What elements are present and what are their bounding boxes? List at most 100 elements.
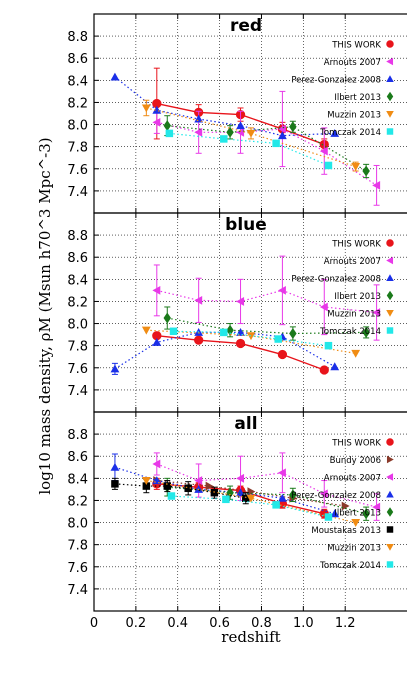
legend-label: THIS WORK — [331, 41, 381, 51]
y-tick-label: 8.8 — [67, 428, 88, 443]
data-point — [194, 476, 203, 485]
y-axis-label: log10 mass density, ρM (Msun h70^3 Mpc^-… — [36, 137, 54, 494]
data-point — [330, 129, 340, 137]
data-point — [110, 364, 120, 373]
data-point — [152, 337, 162, 346]
series-line — [156, 463, 377, 508]
data-point — [289, 489, 297, 501]
data-point — [372, 308, 381, 317]
x-tick-label: 0.4 — [167, 616, 188, 631]
legend-marker — [386, 239, 394, 247]
series-this-work — [152, 331, 329, 375]
series-ilbert-2013 — [163, 306, 370, 341]
legend: THIS WORK Bundy 2006 Arnouts 2007 Perez-Gon… — [291, 438, 394, 571]
y-tick-label: 8.8 — [67, 229, 88, 244]
data-point — [278, 493, 287, 502]
y-tick-label: 7.6 — [67, 163, 88, 178]
legend-label: Perez-Gonzalez 2008 — [291, 76, 381, 86]
data-point — [194, 127, 203, 137]
y-tick-label: 7.6 — [67, 561, 88, 576]
legend-label: Ilbert 2013 — [334, 292, 381, 302]
series-line — [114, 331, 336, 370]
data-point — [351, 349, 361, 358]
data-point — [319, 365, 329, 375]
data-point — [319, 146, 328, 156]
legend-label: THIS WORK — [331, 439, 381, 449]
data-point — [319, 489, 328, 499]
legend-marker — [386, 75, 394, 83]
legend-marker — [386, 473, 394, 481]
series-arnouts-2007 — [152, 255, 381, 341]
y-tick-label: 8.6 — [67, 52, 88, 67]
series-ilbert-2013 — [163, 115, 370, 179]
data-point — [152, 105, 162, 114]
data-point — [163, 120, 172, 132]
legend-label: Muzzin 2013 — [327, 111, 381, 121]
data-point — [351, 163, 361, 171]
data-point — [152, 117, 161, 127]
legend-marker — [386, 526, 394, 533]
data-point — [242, 494, 250, 502]
data-point — [278, 131, 287, 140]
x-tick-label: 1.2 — [335, 616, 356, 631]
legend-label: Tomczak 2014 — [319, 561, 381, 571]
x-tick-label: 0.8 — [251, 616, 272, 631]
data-point — [226, 487, 234, 499]
legend-label: Arnouts 2007 — [324, 474, 381, 484]
legend-label: Arnouts 2007 — [324, 257, 381, 267]
legend-label: Tomczak 2014 — [319, 327, 381, 337]
y-tick-label: 8.0 — [67, 318, 88, 333]
legend-marker — [386, 490, 394, 498]
data-point — [372, 180, 381, 190]
data-point — [236, 297, 245, 306]
panel-all: 7.4 7.6 7.8 8.0 8.2 8.4 8.6 8.8 all THIS WORK Bund… — [67, 411, 407, 612]
y-tick-label: 8.6 — [67, 450, 88, 465]
data-point — [226, 324, 234, 336]
legend-label: Perez-Gonzalez 2008 — [291, 491, 381, 501]
series-muzzin-2013 — [141, 326, 361, 358]
panel-red: 7.4 7.6 7.8 8.0 8.2 8.4 8.6 8.8 red THIS WORK Arno… — [67, 13, 407, 214]
data-point — [194, 335, 204, 345]
x-tick-label: 0 — [90, 616, 98, 631]
legend-marker — [386, 110, 394, 118]
data-point — [247, 487, 256, 496]
legend-label: Ilbert 2013 — [334, 93, 381, 103]
data-point — [272, 501, 280, 509]
legend-marker — [386, 543, 394, 551]
legend-marker — [386, 507, 394, 517]
data-point — [220, 135, 228, 143]
legend-label: THIS WORK — [331, 240, 381, 250]
data-point — [169, 327, 178, 336]
data-point — [324, 161, 333, 170]
y-tick-label: 8.6 — [67, 251, 88, 266]
legend-label: Perez-Gonzalez 2008 — [291, 275, 381, 285]
legend-marker — [386, 91, 394, 102]
data-point — [246, 129, 256, 138]
data-point — [274, 335, 282, 343]
legend-marker — [386, 438, 394, 446]
data-point — [362, 165, 370, 177]
data-point — [142, 482, 151, 490]
data-point — [110, 72, 120, 81]
legend-marker — [386, 274, 394, 282]
legend-label: Muzzin 2013 — [327, 310, 381, 320]
data-point — [362, 508, 370, 520]
data-point — [341, 501, 350, 511]
y-tick-label: 8.2 — [67, 494, 88, 509]
legend-marker — [386, 561, 394, 568]
data-point — [236, 121, 245, 130]
data-point — [272, 139, 280, 148]
data-point — [110, 462, 120, 471]
data-point — [319, 302, 328, 312]
data-point — [141, 326, 151, 335]
series-line — [156, 121, 377, 186]
series-arnouts-2007 — [152, 90, 381, 206]
panel-frame — [93, 411, 407, 612]
data-point — [235, 338, 246, 349]
data-point — [324, 341, 333, 350]
data-point — [362, 326, 370, 338]
series-line — [146, 107, 356, 168]
series-muzzin-2013 — [141, 99, 361, 172]
series-muzzin-2013 — [141, 477, 361, 527]
